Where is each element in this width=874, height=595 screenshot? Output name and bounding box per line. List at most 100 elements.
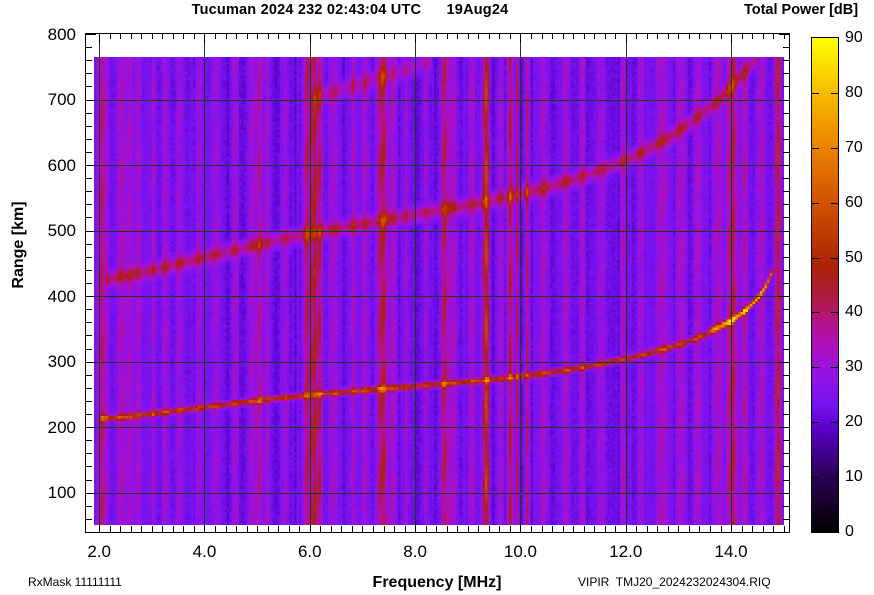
y-tick-minor-right <box>783 244 789 245</box>
colorbar-tick <box>812 148 819 149</box>
x-tick-minor-top <box>489 33 490 39</box>
y-tick-label: 500 <box>47 221 76 241</box>
x-tick-minor-top <box>542 33 543 39</box>
y-tick-major <box>86 296 96 297</box>
y-tick-major <box>86 231 96 232</box>
y-tick-minor-right <box>783 440 789 441</box>
y-tick-minor <box>86 204 92 205</box>
x-tick-minor <box>278 526 279 532</box>
gridline-horizontal <box>86 493 789 494</box>
x-tick-minor-top <box>152 33 153 39</box>
y-tick-minor-right <box>783 191 789 192</box>
y-tick-minor-right <box>783 349 789 350</box>
x-tick-minor <box>384 526 385 532</box>
x-tick-minor <box>710 526 711 532</box>
x-tick-minor-top <box>362 33 363 39</box>
y-tick-minor-right <box>783 532 789 533</box>
x-tick-minor-top <box>721 33 722 39</box>
x-tick-minor <box>405 526 406 532</box>
x-tick-minor-top <box>236 33 237 39</box>
x-tick-major-top <box>99 33 100 43</box>
y-tick-minor-right <box>783 204 789 205</box>
x-tick-minor-top <box>573 33 574 39</box>
y-tick-major-right <box>779 362 789 363</box>
x-tick-major-top <box>520 33 521 43</box>
x-tick-minor-top <box>289 33 290 39</box>
y-tick-major <box>86 493 96 494</box>
y-tick-minor-right <box>783 466 789 467</box>
y-tick-label: 300 <box>47 352 76 372</box>
gridline-horizontal <box>86 296 789 297</box>
colorbar-tick <box>831 148 838 149</box>
gridline-vertical <box>731 34 732 532</box>
x-tick-major <box>626 522 627 532</box>
y-tick-minor <box>86 86 92 87</box>
gridline-vertical <box>415 34 416 532</box>
x-tick-label: 6.0 <box>297 542 322 561</box>
x-tick-minor-top <box>657 33 658 39</box>
x-axis-title: Frequency [MHz] <box>372 574 502 591</box>
colorbar-tick <box>812 203 819 204</box>
x-tick-label: 8.0 <box>403 542 427 561</box>
x-tick-minor-top <box>247 33 248 39</box>
gridline-horizontal <box>86 231 789 232</box>
x-tick-minor-top <box>405 33 406 39</box>
x-tick-minor-top <box>457 33 458 39</box>
x-tick-minor <box>752 526 753 532</box>
x-tick-minor <box>173 526 174 532</box>
colorbar-tick-label: 70 <box>845 138 863 156</box>
x-tick-minor-top <box>605 33 606 39</box>
y-tick-minor-right <box>783 309 789 310</box>
x-tick-minor <box>289 526 290 532</box>
x-tick-minor <box>447 526 448 532</box>
colorbar-gradient <box>812 38 838 532</box>
x-tick-minor-top <box>636 33 637 39</box>
x-tick-minor <box>573 526 574 532</box>
gridline-horizontal <box>86 165 789 166</box>
x-tick-minor <box>615 526 616 532</box>
x-tick-minor-top <box>699 33 700 39</box>
y-tick-minor <box>86 113 92 114</box>
y-tick-minor <box>86 349 92 350</box>
y-tick-major <box>86 427 96 428</box>
x-tick-label: 14.0 <box>714 542 748 561</box>
x-tick-minor-top <box>710 33 711 39</box>
y-tick-minor <box>86 506 92 507</box>
x-tick-minor <box>141 526 142 532</box>
x-tick-minor-top <box>352 33 353 39</box>
y-tick-label: 200 <box>47 417 76 437</box>
x-tick-minor-top <box>110 33 111 39</box>
x-tick-minor-top <box>384 33 385 39</box>
y-tick-minor-right <box>783 375 789 376</box>
y-tick-major-right <box>779 231 789 232</box>
y-tick-minor-right <box>783 86 789 87</box>
x-tick-minor <box>478 526 479 532</box>
colorbar-tick-label: 60 <box>845 193 863 211</box>
y-tick-minor-right <box>783 506 789 507</box>
y-tick-minor <box>86 270 92 271</box>
x-tick-minor <box>110 526 111 532</box>
x-tick-major <box>520 522 521 532</box>
colorbar-tick <box>831 258 838 259</box>
x-tick-minor <box>584 526 585 532</box>
y-tick-minor-right <box>783 217 789 218</box>
y-tick-major-right <box>779 427 789 428</box>
y-tick-minor <box>86 480 92 481</box>
y-tick-minor <box>86 388 92 389</box>
x-tick-minor-top <box>584 33 585 39</box>
y-tick-minor-right <box>783 453 789 454</box>
x-tick-minor-top <box>773 33 774 39</box>
x-tick-minor <box>605 526 606 532</box>
colorbar-tick-label: 30 <box>845 358 863 376</box>
x-tick-minor-top <box>499 33 500 39</box>
x-tick-minor <box>247 526 248 532</box>
x-tick-minor <box>594 526 595 532</box>
y-tick-minor <box>86 309 92 310</box>
x-tick-major-top <box>626 33 627 43</box>
x-tick-minor-top <box>162 33 163 39</box>
y-tick-minor-right <box>783 322 789 323</box>
y-tick-major <box>86 165 96 166</box>
y-tick-minor <box>86 440 92 441</box>
x-tick-minor-top <box>563 33 564 39</box>
colorbar-tick-label: 10 <box>845 468 863 486</box>
